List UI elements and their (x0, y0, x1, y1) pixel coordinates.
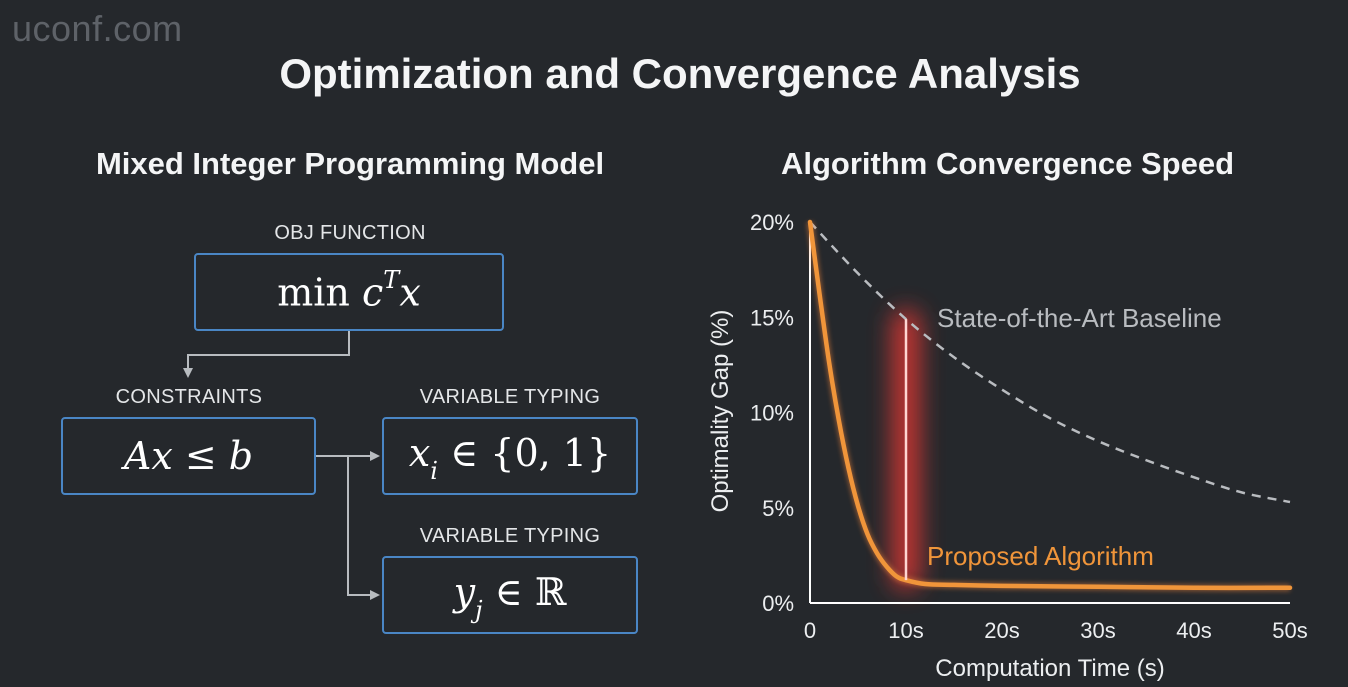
y-axis-title: Optimality Gap (%) (707, 310, 734, 513)
y-tick-label: 5% (762, 496, 794, 521)
y-tick-label: 15% (750, 305, 794, 330)
watermark: uconf.com (12, 8, 183, 49)
x-tick-label: 0 (804, 618, 816, 643)
constraints-to-real-arrow (347, 456, 380, 600)
page-title: Optimization and Convergence Analysis (279, 50, 1081, 97)
binary-typing-formula-box: xi ∈ {0, 1} (382, 417, 638, 495)
real-typing-formula: yj ∈ ℝ (453, 570, 567, 624)
convergence-chart-title: Algorithm Convergence Speed (780, 146, 1235, 181)
variable-typing-binary-label: VARIABLE TYPING (419, 386, 601, 408)
y-tick-label: 20% (750, 210, 794, 235)
proposed-series-glow (806, 221, 1291, 592)
constraints-formula: Ax ≤ b (123, 434, 254, 478)
mip-model-title: Mixed Integer Programming Model (95, 146, 605, 181)
proposed-series-line (807, 219, 1293, 591)
baseline-series-label: State-of-the-Art Baseline (937, 303, 1222, 333)
variable-typing-real-label: VARIABLE TYPING (419, 525, 601, 547)
baseline-series-line (809, 221, 1291, 504)
y-tick-label: 10% (750, 401, 794, 426)
obj-function-label: OBJ FUNCTION (274, 222, 426, 244)
objective-formula: min cTx (277, 265, 421, 315)
x-tick-label: 10s (888, 618, 923, 643)
proposed-series-label: Proposed Algorithm (927, 541, 1154, 571)
constraints-formula-box: Ax ≤ b (61, 417, 316, 495)
objective-formula-box: min cTx (194, 253, 504, 331)
x-tick-label: 40s (1176, 618, 1211, 643)
x-tick-label: 50s (1272, 618, 1307, 643)
y-tick-label: 0% (762, 591, 794, 616)
constraints-label: CONSTRAINTS (115, 386, 263, 408)
x-tick-label: 20s (984, 618, 1019, 643)
objective-to-constraints-arrow (183, 331, 350, 378)
x-axis-title: Computation Time (s) (935, 655, 1164, 682)
x-tick-label: 30s (1080, 618, 1115, 643)
real-typing-formula-box: yj ∈ ℝ (382, 556, 638, 634)
binary-typing-formula: xi ∈ {0, 1} (408, 431, 612, 485)
